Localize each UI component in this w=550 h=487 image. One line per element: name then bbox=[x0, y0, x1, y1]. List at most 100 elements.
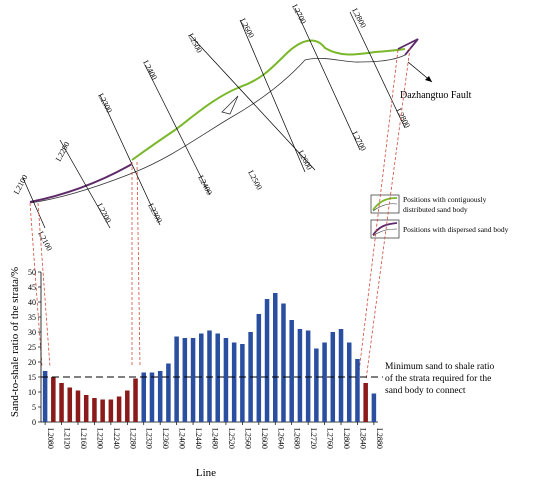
x-tick-label-l2400: L2400 bbox=[178, 428, 187, 449]
y-tick-label: 30 bbox=[28, 328, 36, 337]
y-tick-label: 50 bbox=[28, 268, 36, 277]
sand-trend-outline-lower bbox=[29, 54, 406, 204]
survey-label-l2400-top: L2400 bbox=[141, 59, 159, 82]
x-tick-label-l2080: L2080 bbox=[46, 428, 55, 449]
y-tick-label: 40 bbox=[28, 298, 36, 307]
bar-l2820 bbox=[346, 342, 352, 422]
survey-line-l2300 bbox=[99, 94, 161, 226]
survey-line-l2500 bbox=[189, 34, 316, 171]
bar-l2760 bbox=[322, 342, 327, 422]
legend-label-contiguous-2: distributed sand body bbox=[403, 205, 468, 214]
bar-l2560 bbox=[240, 344, 245, 422]
bar-l2100 bbox=[51, 377, 56, 422]
x-tick-label-l2280: L2280 bbox=[128, 428, 137, 449]
y-tick-label: 25 bbox=[28, 343, 36, 352]
survey-line-l2400 bbox=[144, 64, 211, 196]
legend-swatch-contiguous bbox=[370, 194, 400, 214]
bars bbox=[42, 293, 377, 422]
bar-l2080 bbox=[42, 371, 48, 422]
bar-l2380 bbox=[166, 363, 171, 422]
threshold-label-1: Minimum sand to shale ratio bbox=[385, 362, 494, 372]
survey-line-l2800 bbox=[349, 11, 406, 129]
x-tick-label-l2680: L2680 bbox=[293, 428, 302, 449]
survey-label-l2500-bottom: L2500 bbox=[246, 169, 264, 192]
survey-line-l2600 bbox=[239, 19, 306, 173]
legend-swatch-contiguous-line bbox=[372, 197, 398, 211]
survey-label-l2300-bottom: L2300 bbox=[146, 202, 164, 225]
bar-l2320 bbox=[141, 372, 147, 422]
fault-label: Dazhangtuo Fault bbox=[400, 90, 472, 101]
bar-l2140 bbox=[67, 387, 73, 422]
x-ticks: L2080 L2120 L2160 L2200 L2240 L2280 L2320 L2360… bbox=[44, 422, 384, 449]
bar-l2600 bbox=[256, 314, 262, 422]
survey-line-l2100 bbox=[22, 177, 46, 229]
survey-label-l2600-bottom: L2600 bbox=[296, 149, 314, 172]
y-tick-label: 0 bbox=[32, 418, 36, 427]
bar-l2220 bbox=[100, 399, 105, 422]
fault-spur bbox=[221, 95, 239, 115]
legend-label-contiguous-1: Positions with contiguously bbox=[403, 195, 487, 204]
survey-lines bbox=[22, 7, 406, 229]
survey-label-l2100-top: L2100 bbox=[12, 173, 30, 196]
x-tick-label-l2240: L2240 bbox=[112, 428, 121, 449]
bar-l2260 bbox=[116, 396, 122, 422]
x-tick-label-l2480: L2480 bbox=[211, 428, 220, 449]
bar-l2480 bbox=[207, 330, 212, 422]
x-tick-label-l2560: L2560 bbox=[243, 428, 252, 449]
bar-l2440 bbox=[190, 338, 196, 422]
survey-label-l2700-bottom: L2700 bbox=[350, 130, 368, 153]
dispersed-trend-east bbox=[397, 38, 419, 56]
bar-l2680 bbox=[289, 320, 294, 422]
legend-swatch-dispersed-line bbox=[372, 222, 398, 236]
x-tick-label-l2640: L2640 bbox=[276, 428, 285, 449]
x-tick-label-l2840: L2840 bbox=[358, 428, 367, 449]
dispersed-trend-west bbox=[29, 163, 133, 203]
y-tick-label: 45 bbox=[28, 283, 36, 292]
bar-l2840 bbox=[355, 359, 360, 422]
bar-l2120 bbox=[59, 383, 64, 422]
bar-l2880 bbox=[371, 393, 377, 422]
x-tick-label-l2160: L2160 bbox=[79, 428, 88, 449]
bar-l2720 bbox=[305, 330, 311, 422]
x-tick-label-l2360: L2360 bbox=[161, 428, 170, 449]
survey-label-l2100-bottom: L2100 bbox=[36, 230, 54, 253]
bar-l2460 bbox=[199, 333, 204, 422]
x-tick-label-l2600: L2600 bbox=[260, 428, 269, 449]
bar-l2540 bbox=[231, 342, 237, 422]
y-tick-label: 5 bbox=[32, 403, 36, 412]
bar-l2360 bbox=[157, 371, 163, 422]
connector-mid-2 bbox=[136, 161, 141, 368]
x-tick-label-l2120: L2120 bbox=[63, 428, 72, 449]
bar-l2280 bbox=[125, 390, 130, 422]
x-tick-label-l2720: L2720 bbox=[309, 428, 318, 449]
bar-l2340 bbox=[149, 372, 155, 422]
y-ticks: 0 5 10 15 20 25 30 35 40 45 50 bbox=[28, 268, 41, 427]
legend-label-dispersed: Positions with dispersed sand body bbox=[403, 225, 509, 234]
legend-swatch-dispersed-outline bbox=[372, 228, 398, 237]
x-tick-label-l2320: L2320 bbox=[145, 428, 154, 449]
survey-label-l2800-bottom: L2800 bbox=[394, 107, 412, 130]
threshold-label-2: of the strata required for the bbox=[385, 373, 491, 384]
threshold-label-3: sand body to connect bbox=[385, 386, 466, 396]
bar-l2180 bbox=[83, 395, 89, 422]
connector-east-1 bbox=[357, 49, 399, 381]
survey-label-l2400-bottom: L2400 bbox=[196, 174, 214, 197]
x-tick-label-l2440: L2440 bbox=[194, 428, 203, 449]
x-tick-label-l2520: L2520 bbox=[227, 428, 236, 449]
bar-l2520 bbox=[223, 338, 229, 422]
bar-l2620 bbox=[264, 299, 270, 422]
survey-label-l2700-top: L2700 bbox=[290, 3, 308, 26]
y-tick-label: 35 bbox=[28, 313, 36, 322]
x-tick-label-l2880: L2880 bbox=[375, 428, 384, 449]
bar-l2420 bbox=[182, 338, 188, 422]
bar-l2400 bbox=[174, 336, 179, 422]
legend-swatch-contiguous-outline bbox=[372, 203, 398, 212]
bar-l2740 bbox=[314, 348, 319, 422]
survey-label-l2200-bottom: L2200 bbox=[95, 202, 113, 225]
x-tick-label-l2200: L2200 bbox=[95, 428, 104, 449]
survey-line-labels: L2100 L2100 L2200 L2200 L2300 L2300 L240… bbox=[12, 3, 412, 253]
bar-l2860 bbox=[363, 383, 368, 422]
survey-line-l2700 bbox=[294, 7, 361, 151]
bar-l2500 bbox=[215, 333, 220, 422]
